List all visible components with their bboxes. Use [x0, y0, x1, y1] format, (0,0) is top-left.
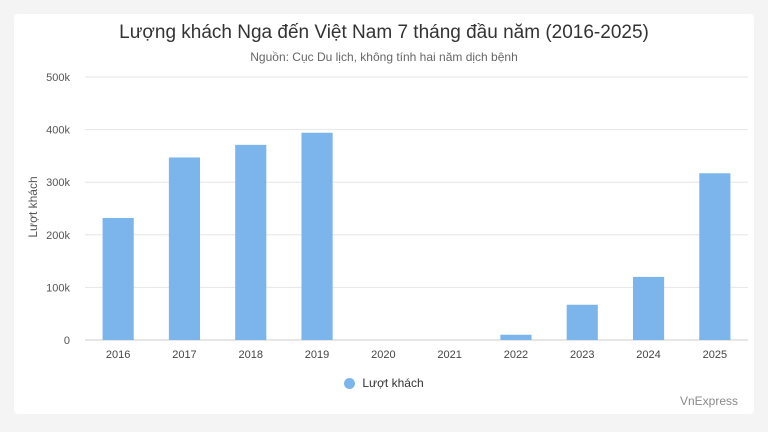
- bar: [102, 217, 134, 340]
- x-tick-label: 2017: [172, 349, 196, 361]
- y-tick-label: 0: [64, 335, 70, 347]
- x-tick-label: 2023: [570, 349, 594, 361]
- y-tick-label: 100k: [46, 282, 70, 294]
- x-tick-label: 2022: [504, 349, 528, 361]
- y-axis-ticks: 0 100k 200k 300k 400k 500k: [46, 72, 70, 347]
- legend-label: Lượt khách: [362, 376, 424, 390]
- bar: [235, 144, 267, 340]
- x-tick-label: 2020: [371, 349, 395, 361]
- x-tick-label: 2018: [239, 349, 263, 361]
- bar: [566, 304, 598, 340]
- legend[interactable]: Lượt khách: [0, 376, 768, 390]
- x-axis-ticks: 2016 2017 2018 2019 2020 2021 2022 2023 2024 2025: [106, 349, 727, 361]
- bars: [102, 132, 731, 340]
- x-tick-label: 2019: [305, 349, 329, 361]
- y-tick-label: 500k: [46, 72, 70, 84]
- chart-subtitle: Nguồn: Cục Du lịch, không tính hai năm d…: [250, 50, 518, 64]
- x-tick-label: 2025: [703, 349, 727, 361]
- bar: [168, 157, 201, 340]
- bar: [632, 276, 665, 340]
- y-axis-label: Lượt khách: [26, 176, 40, 237]
- bar: [699, 173, 731, 340]
- legend-marker: [344, 377, 356, 389]
- x-tick-label: 2016: [106, 349, 130, 361]
- chart-title: Lượng khách Nga đến Việt Nam 7 tháng đầu…: [119, 22, 649, 43]
- y-tick-label: 200k: [46, 230, 70, 242]
- x-tick-label: 2021: [437, 349, 461, 361]
- x-tick-label: 2024: [636, 349, 660, 361]
- bar: [301, 132, 333, 340]
- chart-card: [14, 14, 754, 414]
- bar: [500, 334, 532, 340]
- watermark: VnExpress: [679, 394, 738, 408]
- y-tick-label: 300k: [46, 177, 70, 189]
- y-tick-label: 400k: [46, 125, 70, 137]
